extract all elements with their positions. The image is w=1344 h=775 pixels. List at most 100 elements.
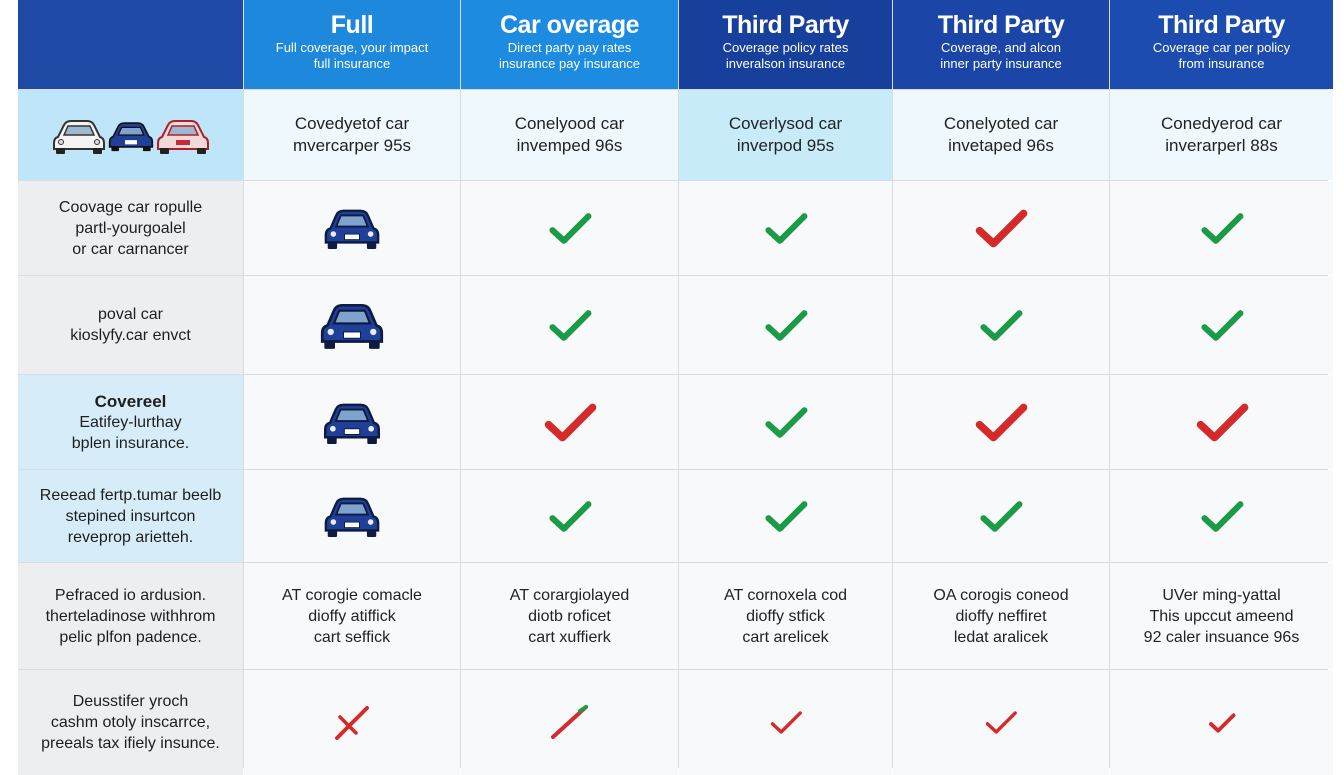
text-line: dioffy stfick (746, 607, 825, 625)
check-mark-icon (979, 308, 1023, 343)
red-check-mark-icon (769, 709, 803, 736)
mark-cell (893, 276, 1109, 374)
mark-cell (893, 470, 1109, 562)
cross-icon (332, 703, 372, 743)
check-mark-icon (1200, 499, 1244, 534)
mark-cell (679, 181, 892, 275)
mark-cell (1110, 470, 1333, 562)
red-car-icon (156, 120, 209, 154)
mark-cell (461, 181, 678, 275)
mark-cell (1110, 670, 1333, 775)
band-line: invetaped 96s (948, 136, 1054, 155)
row-label-line: kioslyfy.car envct (70, 327, 191, 344)
mark-cell (893, 181, 1109, 275)
band-line: invemped 96s (516, 136, 623, 155)
white-car-icon (52, 120, 105, 154)
blue-car-icon (108, 122, 153, 152)
text-line: OA corogis coneod (933, 586, 1069, 604)
row-label: Deusstifer yroch cashm otoly inscarrce, … (18, 670, 243, 775)
row-label-line: or car carnancer (72, 240, 189, 258)
mark-cell (1110, 375, 1333, 469)
check-mark-icon (1200, 308, 1244, 343)
check-mark-icon (764, 308, 808, 343)
row-label: Covereel Eatifey-lurthay bplen insurance… (18, 375, 243, 469)
mark-cell (461, 670, 678, 775)
header-subtitle: insurance pay insurance (499, 56, 640, 71)
check-mark-icon (764, 499, 808, 534)
text-cell: OA corogis coneod dioffy neffiret ledat … (893, 563, 1109, 669)
header-title: Third Party (937, 11, 1065, 39)
mark-cell (679, 470, 892, 562)
row-label: poval car kioslyfy.car envct (18, 276, 243, 374)
band-cell: Conedyerod car inverarperl 88s (1110, 90, 1333, 180)
car-icon (324, 206, 380, 250)
red-check-mark-icon (974, 207, 1028, 250)
row-label-line: Pefraced io ardusion. (54, 586, 207, 604)
band-line: Conedyerod car (1161, 114, 1282, 133)
header-third-party-3: Third Party Coverage car per policy from… (1110, 0, 1333, 89)
mark-cell (461, 470, 678, 562)
text-cell: UVer ming-yattal This upccut ameend 92 c… (1110, 563, 1333, 669)
row-label-line: Covereel (94, 391, 167, 411)
row-label-line: partl-yourgoalel (75, 219, 186, 237)
text-line: UVer ming-yattal (1162, 586, 1281, 604)
text-line: cart arelicek (742, 628, 829, 646)
row-label-line: Deusstifer yroch (72, 693, 189, 710)
car-icon (324, 494, 380, 538)
mark-cell (244, 670, 460, 775)
text-line: 92 caler insuance 96s (1143, 628, 1300, 646)
header-subtitle: inner party insurance (940, 56, 1062, 71)
text-line: cart xuffierk (528, 628, 611, 646)
mark-cell (461, 375, 678, 469)
header-subtitle: inveralson insurance (725, 56, 846, 71)
check-mark-icon (548, 211, 592, 246)
check-mark-icon (764, 211, 808, 246)
red-check-mark-icon (984, 709, 1018, 736)
band-line: Covedyetof car (294, 114, 410, 133)
check-mark-icon (1200, 211, 1244, 246)
row-label-line: poval car (98, 306, 163, 323)
band-line: mvercarper 95s (292, 136, 412, 155)
check-mark-icon (548, 499, 592, 534)
band-cell: Covedyetof car mvercarper 95s (244, 90, 460, 180)
mark-cell (1110, 276, 1333, 374)
header-title: Full (330, 11, 374, 39)
header-car-overage: Car overage Direct party pay rates insur… (461, 0, 678, 89)
red-check-mark-icon (543, 401, 597, 444)
text-line: dioffy neffiret (955, 607, 1047, 625)
band-line: inverarperl 88s (1165, 136, 1278, 155)
row-label-line: cashm otoly inscarrce, (50, 714, 211, 731)
mark-cell (461, 276, 678, 374)
band-line: Conelyood car (514, 114, 625, 133)
header-third-party-2: Third Party Coverage, and alcon inner pa… (893, 0, 1109, 89)
insurance-comparison-table: Full Full coverage, your impact full ins… (18, 0, 1333, 775)
car-icon (320, 300, 384, 350)
row-label: Coovage car ropulle partl-yourgoalel or … (18, 181, 243, 275)
header-subtitle: Coverage car per policy (1152, 40, 1291, 55)
car-cell (244, 375, 460, 469)
header-full: Full Full coverage, your impact full ins… (244, 0, 460, 89)
header-title: Third Party (722, 11, 849, 39)
mark-cell (679, 375, 892, 469)
text-line: This upccut ameend (1149, 607, 1294, 625)
text-line: ledat aralicek (953, 628, 1049, 646)
header-corner (18, 0, 243, 89)
mark-cell (1110, 181, 1333, 275)
mark-cell (679, 276, 892, 374)
band-line: Coverlysod car (728, 114, 843, 133)
header-title: Third Party (1158, 11, 1285, 39)
check-mark-icon (550, 703, 590, 743)
row-label-line: stepined insurtcon (65, 507, 196, 525)
text-cell: AT cornoxela cod dioffy stfick cart arel… (679, 563, 892, 669)
text-line: AT corogie comacle (282, 586, 422, 604)
header-subtitle: Coverage policy rates (722, 40, 849, 55)
car-cell (244, 181, 460, 275)
text-line: dioffy atiffick (308, 607, 396, 625)
mark-cell (679, 670, 892, 775)
row-label-line: Coovage car ropulle (58, 198, 203, 216)
row-label-line: Reeead fertp.tumar beelb (39, 486, 222, 504)
band-cell: Conelyood car invemped 96s (461, 90, 678, 180)
row-label-line: Eatifey-lurthay (79, 413, 182, 431)
text-line: AT corargiolayed (509, 586, 630, 604)
text-line: cart seffick (313, 628, 391, 646)
